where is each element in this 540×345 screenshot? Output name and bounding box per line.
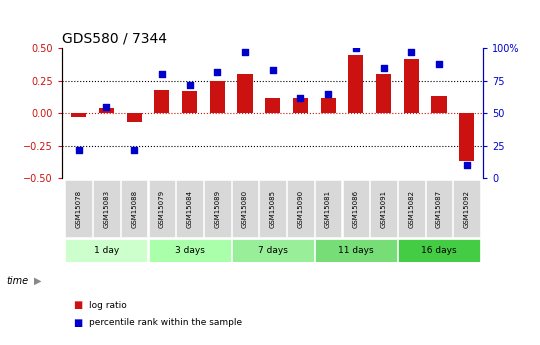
Text: GSM15079: GSM15079 [159,189,165,228]
Text: time: time [6,276,29,286]
Text: ▶: ▶ [34,276,42,286]
Bar [204,180,231,237]
Bar [182,91,197,113]
Bar [376,74,391,113]
Text: 3 days: 3 days [174,246,205,255]
Bar [176,180,203,237]
Bar [148,239,231,262]
Point [296,95,305,100]
Text: GSM15081: GSM15081 [325,189,331,228]
Bar [259,180,286,237]
Bar [265,98,280,113]
Bar [238,74,253,113]
Bar [431,96,447,113]
Bar [321,98,336,113]
Text: GSM15084: GSM15084 [186,189,193,227]
Bar [315,180,341,237]
Bar [126,113,142,122]
Point [435,61,443,67]
Text: GSM15088: GSM15088 [131,189,137,228]
Point [324,91,333,97]
Bar [148,180,175,237]
Text: GSM15087: GSM15087 [436,189,442,228]
Text: GSM15090: GSM15090 [298,189,303,228]
Bar [154,90,170,113]
Text: ■: ■ [73,318,82,327]
Bar [342,180,369,237]
Bar [93,180,120,237]
Bar [65,239,147,262]
Text: GSM15086: GSM15086 [353,189,359,228]
Bar [287,180,314,237]
Text: 11 days: 11 days [338,246,374,255]
Point [241,49,249,55]
Text: GSM15078: GSM15078 [76,189,82,228]
Point [75,147,83,152]
Point [407,49,416,55]
Bar [315,239,397,262]
Bar [398,239,480,262]
Text: log ratio: log ratio [89,301,127,310]
Text: GSM15092: GSM15092 [464,189,470,227]
Text: GSM15089: GSM15089 [214,189,220,228]
Text: 16 days: 16 days [421,246,457,255]
Point [352,46,360,51]
Text: ■: ■ [73,300,82,310]
Text: GSM15080: GSM15080 [242,189,248,228]
Text: 1 day: 1 day [94,246,119,255]
Text: GSM15082: GSM15082 [408,189,414,227]
Text: GSM15085: GSM15085 [269,189,276,227]
Bar [121,180,147,237]
Bar [370,180,397,237]
Bar [232,180,258,237]
Bar [99,108,114,113]
Point [130,147,138,152]
Text: GDS580 / 7344: GDS580 / 7344 [62,32,167,46]
Point [158,71,166,77]
Bar [348,55,363,113]
Point [462,162,471,168]
Text: GSM15083: GSM15083 [104,189,110,228]
Bar [426,180,453,237]
Bar [210,81,225,113]
Bar [398,180,424,237]
Bar [459,113,474,161]
Point [213,69,221,75]
Text: 7 days: 7 days [258,246,288,255]
Bar [403,59,419,113]
Point [268,68,277,73]
Text: GSM15091: GSM15091 [381,189,387,228]
Bar [65,180,92,237]
Point [102,104,111,110]
Bar [71,113,86,117]
Bar [454,180,480,237]
Point [379,65,388,71]
Bar [293,98,308,113]
Text: percentile rank within the sample: percentile rank within the sample [89,318,242,327]
Bar [232,239,314,262]
Point [185,82,194,88]
